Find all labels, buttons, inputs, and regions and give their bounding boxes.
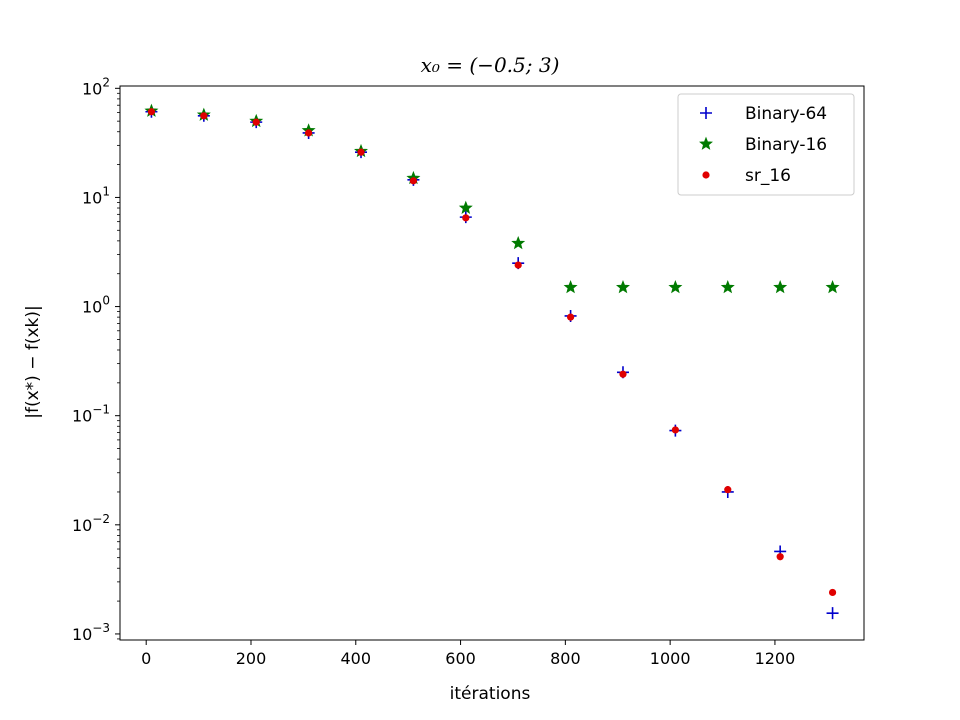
- data-point: [409, 177, 418, 185]
- legend-box: [677, 93, 855, 196]
- data-point: [305, 129, 313, 137]
- data-point: [671, 426, 679, 434]
- data-point: [720, 280, 735, 294]
- data-point: [514, 261, 522, 269]
- chart-title: x₀ = (−0.5; 3): [421, 53, 560, 77]
- legend-marker: [700, 107, 712, 119]
- data-point: [252, 118, 260, 126]
- legend-label: sr_16: [745, 166, 791, 186]
- y-tick-label: 102: [82, 75, 110, 98]
- data-point: [357, 148, 365, 156]
- data-point: [619, 370, 627, 378]
- x-axis-label: itérations: [450, 684, 531, 704]
- data-point: [828, 588, 837, 597]
- x-tick-label: 800: [550, 649, 581, 668]
- data-point: [563, 280, 578, 294]
- data-point: [724, 486, 732, 494]
- data-point: [826, 607, 839, 620]
- data-point: [825, 280, 840, 294]
- axes-frame: [119, 85, 865, 641]
- data-point: [616, 280, 630, 294]
- x-tick-label: 0: [141, 649, 151, 668]
- data-point: [458, 200, 473, 214]
- data-point: [668, 280, 683, 294]
- legend-marker: [699, 136, 713, 150]
- data-point: [200, 112, 208, 120]
- data-point: [776, 553, 784, 561]
- x-tick-label: 1000: [650, 649, 691, 668]
- plot-area: [144, 103, 840, 620]
- y-tick-label: 101: [82, 184, 110, 207]
- data-point: [566, 313, 575, 321]
- data-point: [462, 214, 470, 222]
- legend: Binary-64 Binary-16 sr_16: [677, 93, 855, 196]
- y-axis-label: |f(x*) − f(xk)|: [23, 305, 43, 418]
- y-tick-label: 100: [82, 294, 110, 317]
- x-tick-label: 200: [236, 649, 267, 668]
- x-tick-label: 600: [445, 649, 476, 668]
- y-tick-label: 10−2: [72, 512, 110, 535]
- legend-label: Binary-16: [745, 135, 827, 155]
- data-point: [511, 235, 526, 250]
- y-tick-label: 10−1: [72, 403, 110, 426]
- data-point: [773, 280, 788, 294]
- legend-marker: [702, 171, 710, 179]
- y-tick-label: 10−3: [72, 621, 110, 644]
- series-sr_16: [147, 108, 837, 597]
- axis-ticks: 0 200 400 600 800 1000 1200 10−3 10−2 10−1 100 101 1…: [72, 75, 865, 668]
- legend-label: Binary-64: [745, 104, 827, 124]
- x-tick-label: 400: [341, 649, 372, 668]
- x-tick-label: 1200: [755, 649, 796, 668]
- data-point: [147, 108, 156, 116]
